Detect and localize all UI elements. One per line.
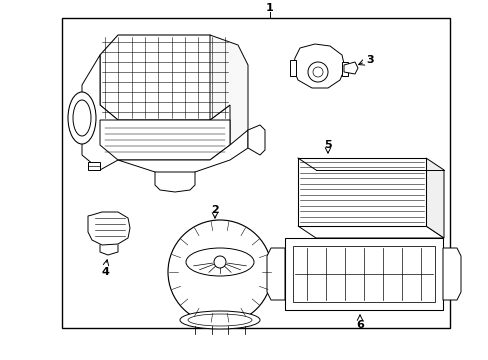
Text: 4: 4: [101, 267, 109, 277]
Ellipse shape: [185, 248, 253, 276]
Ellipse shape: [180, 311, 260, 329]
Circle shape: [312, 67, 323, 77]
Bar: [292, 246, 434, 302]
Bar: [297, 158, 425, 226]
Polygon shape: [88, 212, 130, 245]
Polygon shape: [209, 35, 247, 145]
Bar: [289, 60, 295, 76]
Polygon shape: [100, 35, 229, 120]
Text: 5: 5: [324, 140, 331, 150]
Polygon shape: [297, 226, 443, 238]
Circle shape: [214, 256, 225, 268]
Ellipse shape: [68, 92, 96, 144]
Text: 1: 1: [265, 3, 273, 13]
Polygon shape: [118, 130, 247, 172]
Ellipse shape: [187, 314, 251, 326]
Bar: [341, 62, 347, 76]
Polygon shape: [100, 120, 229, 160]
Ellipse shape: [73, 100, 91, 136]
Circle shape: [168, 220, 271, 324]
Bar: [62, 18, 449, 328]
Circle shape: [307, 62, 327, 82]
Bar: [285, 238, 442, 310]
Polygon shape: [292, 44, 345, 88]
Text: 2: 2: [211, 205, 219, 215]
Polygon shape: [82, 55, 118, 170]
Polygon shape: [442, 248, 460, 300]
Polygon shape: [343, 62, 357, 74]
Polygon shape: [425, 158, 443, 238]
Bar: [88, 162, 100, 170]
Text: 6: 6: [355, 320, 363, 330]
Text: 3: 3: [366, 55, 373, 65]
Polygon shape: [247, 125, 264, 155]
Polygon shape: [266, 248, 285, 300]
